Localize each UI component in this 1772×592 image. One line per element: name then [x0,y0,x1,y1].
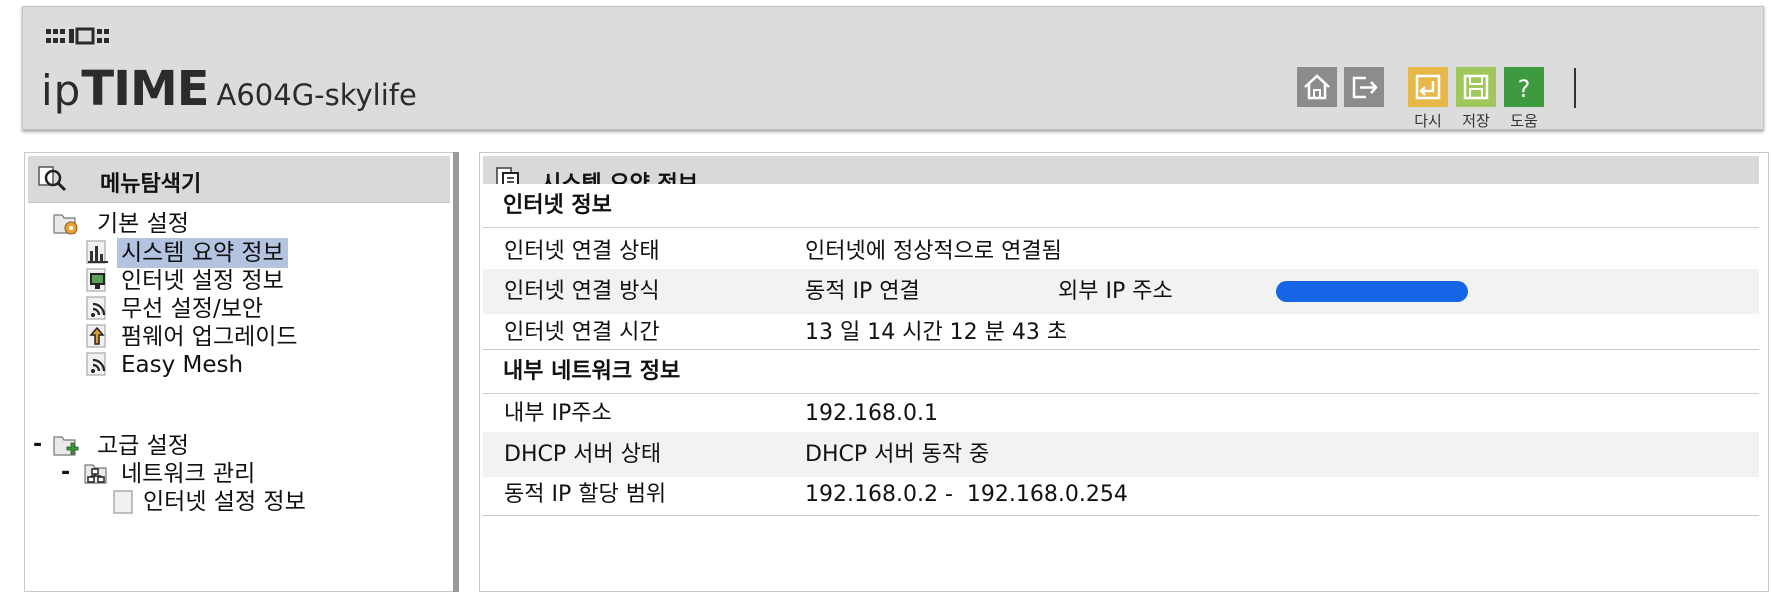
logout-button[interactable] [1344,67,1384,107]
row-label: DHCP 서버 상태 [504,442,662,467]
tree-basic-settings[interactable]: 기본 설정 [93,209,193,239]
svg-text:?: ? [1518,75,1531,103]
help-label[interactable]: 도움 [1510,112,1538,130]
system-summary-panel: 시스템 요약 정보 인터넷 정보 인터넷 연결 상태 인터넷에 정상적으로 연결… [479,152,1769,592]
table-row: 동적 IP 할당 범위 192.168.0.2 - 192.168.0.254 [483,472,1759,517]
external-ip-label: 외부 IP 주소 [1058,279,1173,304]
tree-item-system-summary[interactable]: 시스템 요약 정보 [117,238,288,268]
monitor-icon [86,268,106,292]
tree-advanced-settings[interactable]: 고급 설정 [93,431,193,461]
save-button[interactable] [1456,67,1496,107]
reload-icon [1408,67,1448,107]
table-row: 인터넷 연결 상태 인터넷에 정상적으로 연결됨 [483,229,1759,274]
section-divider [483,515,1759,516]
reload-button[interactable] [1408,67,1448,107]
section-divider [483,349,1759,350]
menu-explorer-title: 메뉴탐색기 [100,172,202,197]
collapse-network-toggle[interactable]: - [61,460,71,485]
table-row: 인터넷 연결 시간 13 일 14 시간 12 분 43 초 [483,310,1759,355]
tree-item-label[interactable]: 인터넷 설정 정보 [143,489,306,515]
tree-item-label[interactable]: 펌웨어 업그레이드 [121,324,298,350]
tree-network-management[interactable]: 네트워크 관리 [117,459,259,489]
help-button[interactable]: ? [1504,67,1544,107]
tree-item-internet-info[interactable]: 인터넷 설정 정보 [117,266,288,296]
lan-info-section-title: 내부 네트워크 정보 [483,350,1759,394]
table-row: DHCP 서버 상태 DHCP 서버 동작 중 [483,432,1759,477]
external-ip-redacted [1276,281,1468,302]
tree-item-label[interactable]: 무선 설정/보안 [121,296,264,322]
brand-ip-text: ip [41,66,82,115]
model-name: A604G-skylife [216,78,417,112]
tree-item-wireless[interactable]: 무선 설정/보안 [117,294,267,324]
search-menu-icon [38,166,67,192]
header-bar: ip TIME A604G-skylife 다시 [22,6,1764,130]
row-label: 내부 IP주소 [504,401,612,426]
home-button[interactable] [1297,67,1337,107]
row-value: 192.168.0.2 - 192.168.0.254 [805,482,1128,507]
tree-item-label[interactable]: 인터넷 설정 정보 [121,268,284,294]
tree-item-firmware[interactable]: 펌웨어 업그레이드 [117,322,302,352]
menu-explorer-header: 메뉴탐색기 [28,156,450,203]
tree-advanced-settings-label[interactable]: 고급 설정 [97,433,189,459]
row-value: 동적 IP 연결 [805,279,920,304]
panel-splitter[interactable] [453,152,459,592]
table-row: 내부 IP주소 192.168.0.1 [483,391,1759,436]
brand-logo-dots-icon [46,27,109,45]
row-label: 인터넷 연결 방식 [504,279,660,304]
brand-time-text: TIME [81,61,209,117]
tree-item-label[interactable]: Easy Mesh [121,352,244,378]
table-row: 인터넷 연결 방식 동적 IP 연결 외부 IP 주소 [483,269,1759,314]
tree-basic-settings-label[interactable]: 기본 설정 [97,211,189,237]
menu-explorer-panel: 메뉴탐색기 기본 설정 시스템 요약 정보 인터넷 설정 정보 무선 설정/보안… [24,152,459,592]
tree-network-management-label[interactable]: 네트워크 관리 [121,461,256,487]
internet-info-section-title: 인터넷 정보 [483,184,1759,228]
home-icon [1297,67,1337,107]
upgrade-icon [86,324,106,348]
wireless-icon [86,352,106,376]
save-icon [1456,67,1496,107]
reload-label[interactable]: 다시 [1414,112,1442,130]
save-label[interactable]: 저장 [1462,112,1490,130]
brand-logo: ip TIME A604G-skylife [41,61,417,121]
page-icon [113,490,133,514]
tree-item-network-internet-info[interactable]: 인터넷 설정 정보 [139,487,310,517]
row-value: 13 일 14 시간 12 분 43 초 [805,320,1068,345]
folder-settings-icon [53,214,78,235]
tree-item-easy-mesh[interactable]: Easy Mesh [117,350,247,380]
header-divider [1574,68,1576,108]
row-value: 192.168.0.1 [805,401,938,426]
bar-chart-icon [86,240,108,264]
row-label: 인터넷 연결 시간 [504,320,660,345]
network-icon [84,464,107,484]
row-value: 인터넷에 정상적으로 연결됨 [805,239,1062,264]
wireless-icon [86,296,106,320]
tree-item-label[interactable]: 시스템 요약 정보 [117,238,288,268]
help-icon: ? [1504,67,1544,107]
collapse-advanced-toggle[interactable]: - [33,432,43,457]
row-label: 인터넷 연결 상태 [504,239,660,264]
logout-icon [1344,67,1384,107]
folder-advanced-icon [53,436,79,456]
row-label: 동적 IP 할당 범위 [504,482,667,507]
row-value: DHCP 서버 동작 중 [805,442,990,467]
